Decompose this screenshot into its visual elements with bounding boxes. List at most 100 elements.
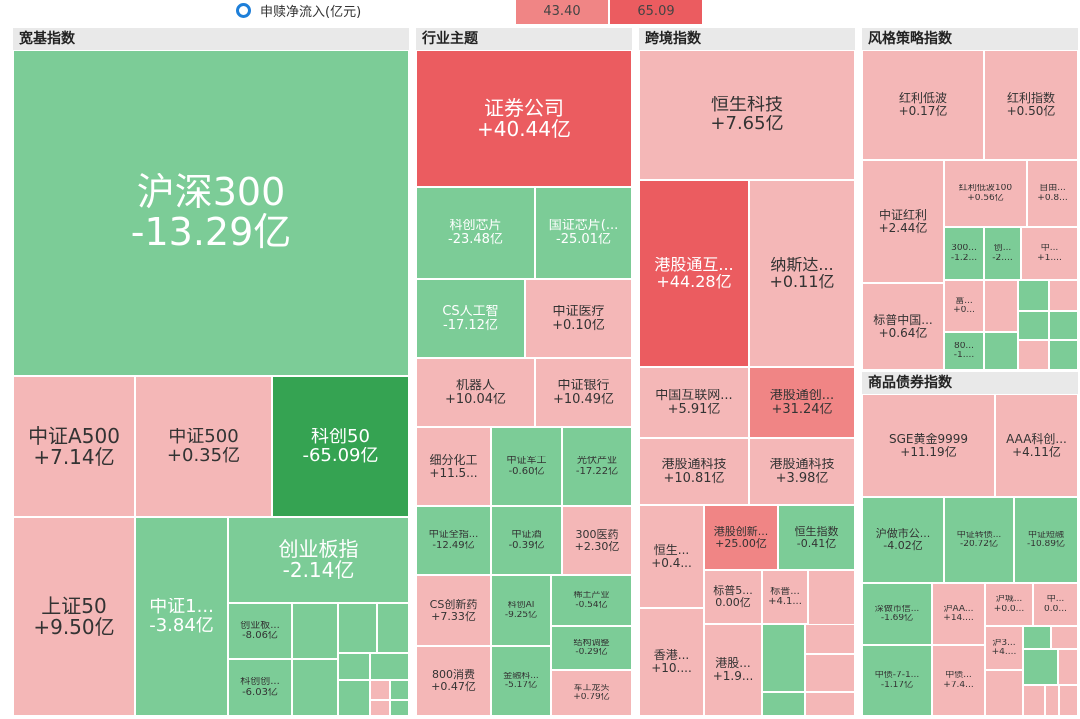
treemap-tile[interactable]: 中... +1....	[1021, 227, 1078, 280]
treemap-tile-small[interactable]	[338, 680, 370, 716]
treemap-tile[interactable]: 中... 0.0...	[1033, 583, 1078, 626]
treemap-tile-small[interactable]	[805, 624, 855, 654]
treemap-tile-small[interactable]	[762, 624, 805, 692]
treemap-tile[interactable]: 沪深300 -13.29亿	[13, 50, 409, 376]
treemap-tile[interactable]: 富... +0...	[944, 280, 984, 332]
treemap-tile[interactable]: 红利指数 +0.50亿	[984, 50, 1078, 160]
treemap-tile[interactable]: 细分化工 +11.5...	[416, 427, 491, 506]
treemap-tile[interactable]: 中证短融 -10.89亿	[1014, 497, 1078, 583]
treemap-tile-small[interactable]	[1049, 340, 1078, 370]
treemap-tile-small[interactable]	[762, 692, 805, 716]
treemap-tile[interactable]: 恒生指数 -0.41亿	[778, 505, 855, 570]
treemap-tile-small[interactable]	[1018, 311, 1049, 340]
treemap-tile[interactable]: 恒生科技 +7.65亿	[639, 50, 855, 180]
treemap-tile[interactable]: 标普5... 0.00亿	[704, 570, 762, 624]
treemap-tile[interactable]: 港股通互... +44.28亿	[639, 180, 749, 367]
treemap-tile[interactable]: 标普中国... +0.64亿	[862, 283, 944, 370]
treemap-tile[interactable]: 创业板... -8.06亿	[228, 603, 292, 659]
treemap-tile-small[interactable]	[808, 570, 855, 625]
treemap-tile[interactable]: 深做市信... -1.69亿	[862, 583, 932, 645]
treemap-tile[interactable]: 中证银行 +10.49亿	[535, 358, 632, 427]
treemap-tile[interactable]: 港股通科技 +10.81亿	[639, 438, 749, 505]
treemap-tile[interactable]: 红利低波100 +0.56亿	[944, 160, 1027, 227]
treemap-tile[interactable]: 证券公司 +40.44亿	[416, 50, 632, 187]
treemap-tile-small[interactable]	[292, 659, 338, 716]
treemap-tile[interactable]: 港股通科技 +3.98亿	[749, 438, 855, 505]
treemap-tile-small[interactable]	[1049, 311, 1078, 340]
treemap-tile[interactable]: 中证军工 -0.60亿	[491, 427, 562, 506]
treemap-tile[interactable]: 港股创新... +25.00亿	[704, 505, 778, 570]
treemap-tile[interactable]: 中证A500 +7.14亿	[13, 376, 135, 517]
treemap-tile-small[interactable]	[1018, 340, 1049, 370]
treemap-tile[interactable]: 300医药 +2.30亿	[562, 506, 632, 575]
treemap-tile[interactable]: 中证全指... -12.49亿	[416, 506, 491, 575]
treemap-tile[interactable]: 科创50 -65.09亿	[272, 376, 409, 517]
treemap-tile-small[interactable]	[984, 280, 1018, 332]
treemap-tile[interactable]: 中债... +7.4...	[932, 645, 985, 716]
treemap-tile-small[interactable]	[805, 654, 855, 692]
treemap-tile[interactable]: 光伏产业 -17.22亿	[562, 427, 632, 506]
treemap-tile-small[interactable]	[1058, 649, 1078, 685]
treemap-tile[interactable]: 恒生... +0.4...	[639, 505, 704, 608]
treemap-tile[interactable]: CS人工智 -17.12亿	[416, 279, 525, 358]
treemap-tile[interactable]: 中证转债... -20.72亿	[944, 497, 1014, 583]
treemap-tile[interactable]: SGE黄金9999 +11.19亿	[862, 394, 995, 497]
treemap-tile-small[interactable]	[390, 700, 409, 716]
treemap-tile[interactable]: 科创芯片 -23.48亿	[416, 187, 535, 279]
treemap-tile-small[interactable]	[1049, 280, 1078, 311]
treemap-tile[interactable]: 中国互联网... +5.91亿	[639, 367, 749, 438]
treemap-tile-small[interactable]	[370, 653, 409, 680]
treemap-tile[interactable]: AAA科创... +4.11亿	[995, 394, 1078, 497]
treemap-tile-small[interactable]	[370, 680, 390, 700]
treemap-tile[interactable]: 沪城... +0.0...	[985, 583, 1033, 626]
treemap-tile-small[interactable]	[1045, 685, 1059, 716]
treemap-tile-small[interactable]	[805, 692, 855, 716]
treemap-tile[interactable]: 港股通创... +31.24亿	[749, 367, 855, 438]
treemap-tile[interactable]: 创业板指 -2.14亿	[228, 517, 409, 603]
treemap-tile-small[interactable]	[338, 603, 377, 653]
treemap-tile-small[interactable]	[338, 653, 370, 680]
treemap-tile-small[interactable]	[377, 603, 409, 653]
treemap-tile-small[interactable]	[292, 603, 338, 659]
treemap-tile-small[interactable]	[1023, 626, 1051, 649]
treemap-tile[interactable]: 国证芯片(... -25.01亿	[535, 187, 632, 279]
treemap-tile-small[interactable]	[1018, 280, 1049, 311]
treemap-tile[interactable]: 金融科... -5.17亿	[491, 646, 551, 716]
legend-radio-icon[interactable]	[236, 3, 251, 18]
treemap-tile[interactable]: 沪3... +4....	[985, 626, 1023, 670]
treemap-tile[interactable]: 军工龙头 +0.79亿	[551, 670, 632, 716]
treemap-tile-small[interactable]	[1023, 685, 1045, 716]
treemap-tile-small[interactable]	[985, 670, 1023, 716]
treemap-tile[interactable]: 300... -1.2...	[944, 227, 984, 280]
treemap-tile[interactable]: 沪做市公... -4.02亿	[862, 497, 944, 583]
treemap-tile[interactable]: 中证酒 -0.39亿	[491, 506, 562, 575]
treemap-tile[interactable]: 科创AI -9.25亿	[491, 575, 551, 646]
treemap-tile[interactable]: 自由... +0.8...	[1027, 160, 1078, 227]
treemap-tile-small[interactable]	[984, 332, 1018, 370]
treemap-tile[interactable]: 科创创... -6.03亿	[228, 659, 292, 716]
treemap-tile-small[interactable]	[370, 700, 390, 716]
treemap-tile-small[interactable]	[390, 680, 409, 700]
treemap-tile-small[interactable]	[1051, 626, 1078, 649]
treemap-tile[interactable]: 800消费 +0.47亿	[416, 646, 491, 716]
treemap-tile[interactable]: 80... -1....	[944, 332, 984, 370]
treemap-tile[interactable]: 稀土产业 -0.54亿	[551, 575, 632, 626]
treemap-tile[interactable]: 中债-7-1... -1.17亿	[862, 645, 932, 716]
treemap-tile[interactable]: 机器人 +10.04亿	[416, 358, 535, 427]
treemap-tile[interactable]: 上证50 +9.50亿	[13, 517, 135, 716]
treemap-tile[interactable]: 结构调整 -0.29亿	[551, 626, 632, 670]
treemap-tile[interactable]: 纳斯达... +0.11亿	[749, 180, 855, 367]
treemap-tile[interactable]: 标普... +4.1...	[762, 570, 808, 624]
treemap-tile-small[interactable]	[1023, 649, 1058, 685]
treemap-tile[interactable]: 沪AA... +14....	[932, 583, 985, 645]
treemap-tile[interactable]: 红利低波 +0.17亿	[862, 50, 984, 160]
treemap-tile-small[interactable]	[1059, 685, 1078, 716]
treemap-tile[interactable]: 中证1... -3.84亿	[135, 517, 228, 716]
treemap-tile[interactable]: 港股... +1.9...	[704, 624, 762, 716]
treemap-tile[interactable]: 创... -2....	[984, 227, 1021, 280]
treemap-tile[interactable]: CS创新药 +7.33亿	[416, 575, 491, 646]
treemap-tile[interactable]: 中证医疗 +0.10亿	[525, 279, 632, 358]
treemap-tile[interactable]: 中证500 +0.35亿	[135, 376, 272, 517]
treemap-tile[interactable]: 香港... +10....	[639, 608, 704, 716]
treemap-tile[interactable]: 中证红利 +2.44亿	[862, 160, 944, 283]
